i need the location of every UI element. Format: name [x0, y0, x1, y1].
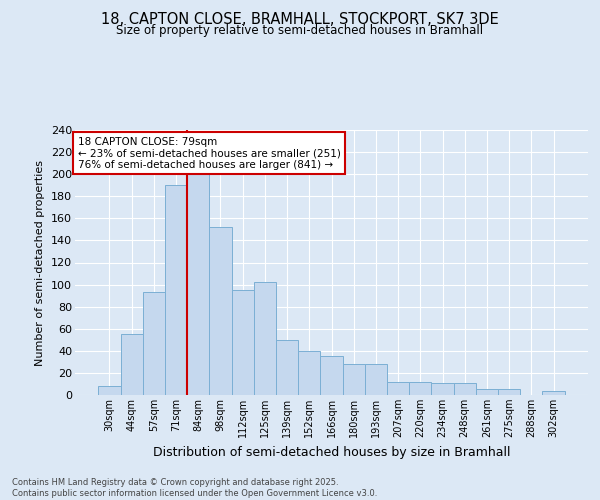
Text: 18 CAPTON CLOSE: 79sqm
← 23% of semi-detached houses are smaller (251)
76% of se: 18 CAPTON CLOSE: 79sqm ← 23% of semi-det… [77, 136, 340, 170]
Bar [143, 292, 165, 395]
Bar [409, 382, 431, 395]
X-axis label: Distribution of semi-detached houses by size in Bramhall: Distribution of semi-detached houses by … [153, 446, 510, 458]
Bar [498, 390, 520, 395]
Bar [232, 290, 254, 395]
Bar [542, 390, 565, 395]
Text: Contains HM Land Registry data © Crown copyright and database right 2025.
Contai: Contains HM Land Registry data © Crown c… [12, 478, 377, 498]
Bar [476, 390, 498, 395]
Bar [121, 334, 143, 395]
Y-axis label: Number of semi-detached properties: Number of semi-detached properties [35, 160, 46, 366]
Bar [343, 364, 365, 395]
Text: Size of property relative to semi-detached houses in Bramhall: Size of property relative to semi-detach… [116, 24, 484, 37]
Bar [165, 185, 187, 395]
Bar [454, 383, 476, 395]
Bar [276, 340, 298, 395]
Bar [298, 351, 320, 395]
Text: 18, CAPTON CLOSE, BRAMHALL, STOCKPORT, SK7 3DE: 18, CAPTON CLOSE, BRAMHALL, STOCKPORT, S… [101, 12, 499, 28]
Bar [320, 356, 343, 395]
Bar [365, 364, 387, 395]
Bar [209, 227, 232, 395]
Bar [387, 382, 409, 395]
Bar [98, 386, 121, 395]
Bar [254, 282, 276, 395]
Bar [187, 168, 209, 395]
Bar [431, 383, 454, 395]
